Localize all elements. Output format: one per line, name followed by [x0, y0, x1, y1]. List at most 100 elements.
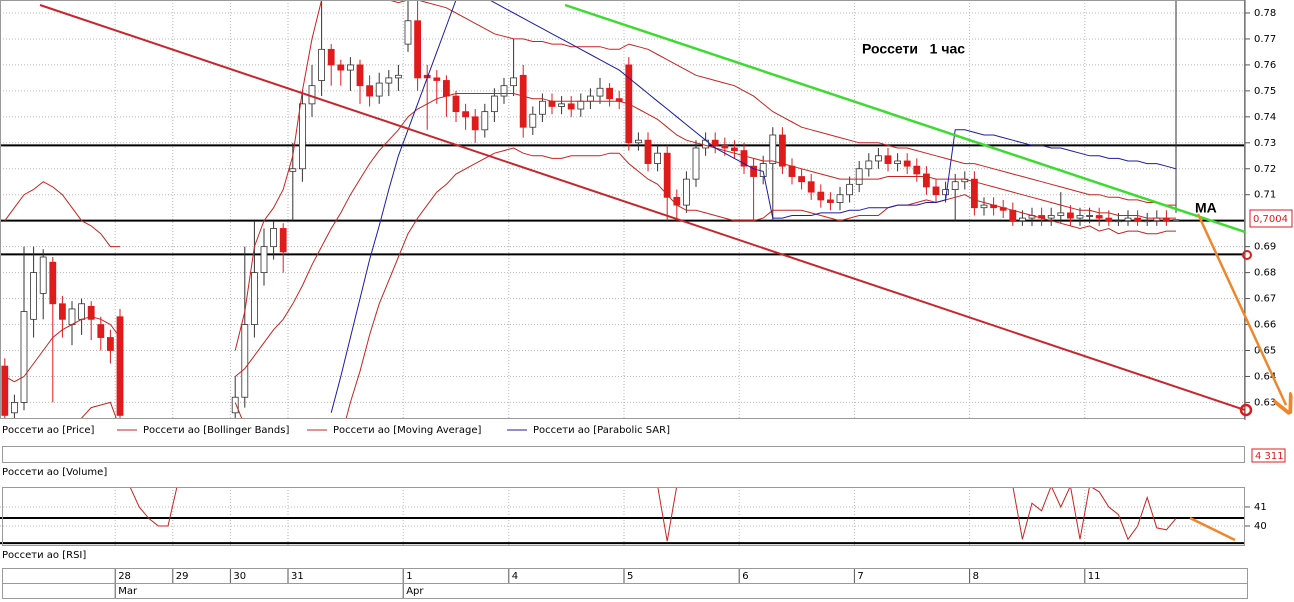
candle-body	[356, 64, 364, 87]
candle-body	[942, 189, 949, 196]
axes: 0.63 0.64 0.65 0.66 0.67 0.68 0.69 0.71 0.72 0.73…	[2, 8, 1276, 598]
candle-body	[510, 77, 518, 87]
candle-body	[1009, 209, 1017, 222]
candle-body	[683, 178, 690, 206]
candle-body	[654, 152, 661, 164]
trend-lines	[39, 3, 1245, 411]
candle-body	[414, 20, 422, 79]
candle-body	[577, 100, 585, 110]
candle-body	[1, 365, 9, 416]
candle-body	[875, 155, 882, 162]
candle-body	[1047, 215, 1055, 219]
candle-body	[87, 305, 95, 320]
candle-body	[20, 311, 28, 403]
y-tick-label: 40	[1254, 521, 1267, 532]
x-tick-label: 31	[291, 571, 304, 582]
candle-body	[1086, 215, 1093, 217]
candle-body	[846, 183, 853, 196]
target-circle	[1239, 403, 1253, 417]
trend-line	[564, 3, 1245, 234]
x-tick-label: 28	[118, 571, 131, 582]
candle-body	[433, 77, 441, 81]
candle-body	[107, 337, 114, 351]
volume-label-box	[1251, 448, 1286, 463]
bollinger-upper	[4, 181, 120, 248]
candle-body	[817, 191, 825, 201]
bollinger-lower	[234, 147, 1176, 418]
candle-body	[270, 228, 278, 248]
candle-body	[894, 160, 901, 164]
candle-body	[1095, 215, 1103, 219]
candle-body	[1067, 212, 1074, 219]
volume-frame	[2, 446, 1245, 463]
candle-body	[692, 147, 700, 180]
candle-body	[769, 134, 777, 164]
candle-body	[78, 303, 85, 320]
y-tick-label: 0.72	[1254, 164, 1276, 175]
candle-body	[346, 64, 354, 71]
x-tick-label: 4	[512, 571, 518, 582]
candle-body	[827, 199, 834, 203]
candle-body	[279, 228, 287, 253]
y-tick-label: 0.76	[1254, 60, 1276, 71]
candle-body	[298, 103, 306, 170]
candle-body	[903, 160, 911, 167]
chart-title: Россети 1 час	[862, 41, 965, 57]
y-tick-label: 0.65	[1254, 345, 1276, 356]
y-tick-label: 0.71	[1254, 190, 1276, 201]
candle-body	[30, 272, 38, 320]
indicator-line	[234, 93, 1176, 377]
candle-body	[318, 48, 326, 81]
x-tick-label: 1	[406, 571, 412, 582]
candle-body	[923, 173, 930, 188]
annotation: MA	[1195, 200, 1217, 216]
candle-body	[759, 163, 767, 177]
candle-body	[529, 113, 537, 128]
candle-body	[711, 139, 719, 146]
candle-body	[442, 80, 450, 97]
candle-body	[980, 204, 988, 209]
candle-body	[539, 100, 546, 115]
candle-body	[635, 139, 642, 144]
y-tick-label: 0.66	[1254, 320, 1276, 331]
panel-label: Россети ао [RSI]	[2, 550, 86, 561]
candle-body	[250, 272, 258, 325]
candle-body	[385, 77, 393, 84]
x-tick-label: 11	[1088, 571, 1101, 582]
candle-body	[116, 316, 124, 416]
candle-body	[721, 144, 729, 149]
candle-body	[606, 87, 613, 100]
candle-body	[327, 48, 335, 66]
candle-body	[788, 165, 796, 177]
indicator-line	[488, 0, 1177, 219]
x-tick-label: 6	[742, 571, 748, 582]
candle-body	[836, 194, 844, 203]
y-tick-label: 0.67	[1254, 294, 1276, 305]
candle-body	[68, 308, 76, 325]
candle-body	[231, 396, 239, 414]
candle-body	[1019, 217, 1026, 222]
x-tick-label: 8	[973, 571, 979, 582]
rsi-line	[657, 487, 678, 542]
candle-body	[913, 165, 921, 175]
x-tick-label: 30	[233, 571, 246, 582]
x-tick-label: 7	[857, 571, 863, 582]
legend-label: Россети ао [Price]	[2, 425, 95, 436]
candle-body	[663, 152, 671, 198]
x-tick-label: 5	[627, 571, 633, 582]
candle-body	[596, 87, 604, 97]
candle-body	[740, 150, 748, 167]
y-tick-label: 41	[1254, 502, 1267, 513]
trend-line	[39, 4, 1245, 411]
candle-body	[1057, 212, 1065, 216]
y-tick-label: 0.78	[1254, 8, 1276, 19]
candle-body	[1124, 217, 1132, 222]
candle-body	[97, 324, 105, 338]
candle-body	[567, 103, 575, 110]
candle-body	[1115, 220, 1122, 223]
candle-body	[462, 111, 470, 118]
y-tick-label: 0.69	[1254, 242, 1276, 253]
rsi-line	[1012, 487, 1177, 541]
